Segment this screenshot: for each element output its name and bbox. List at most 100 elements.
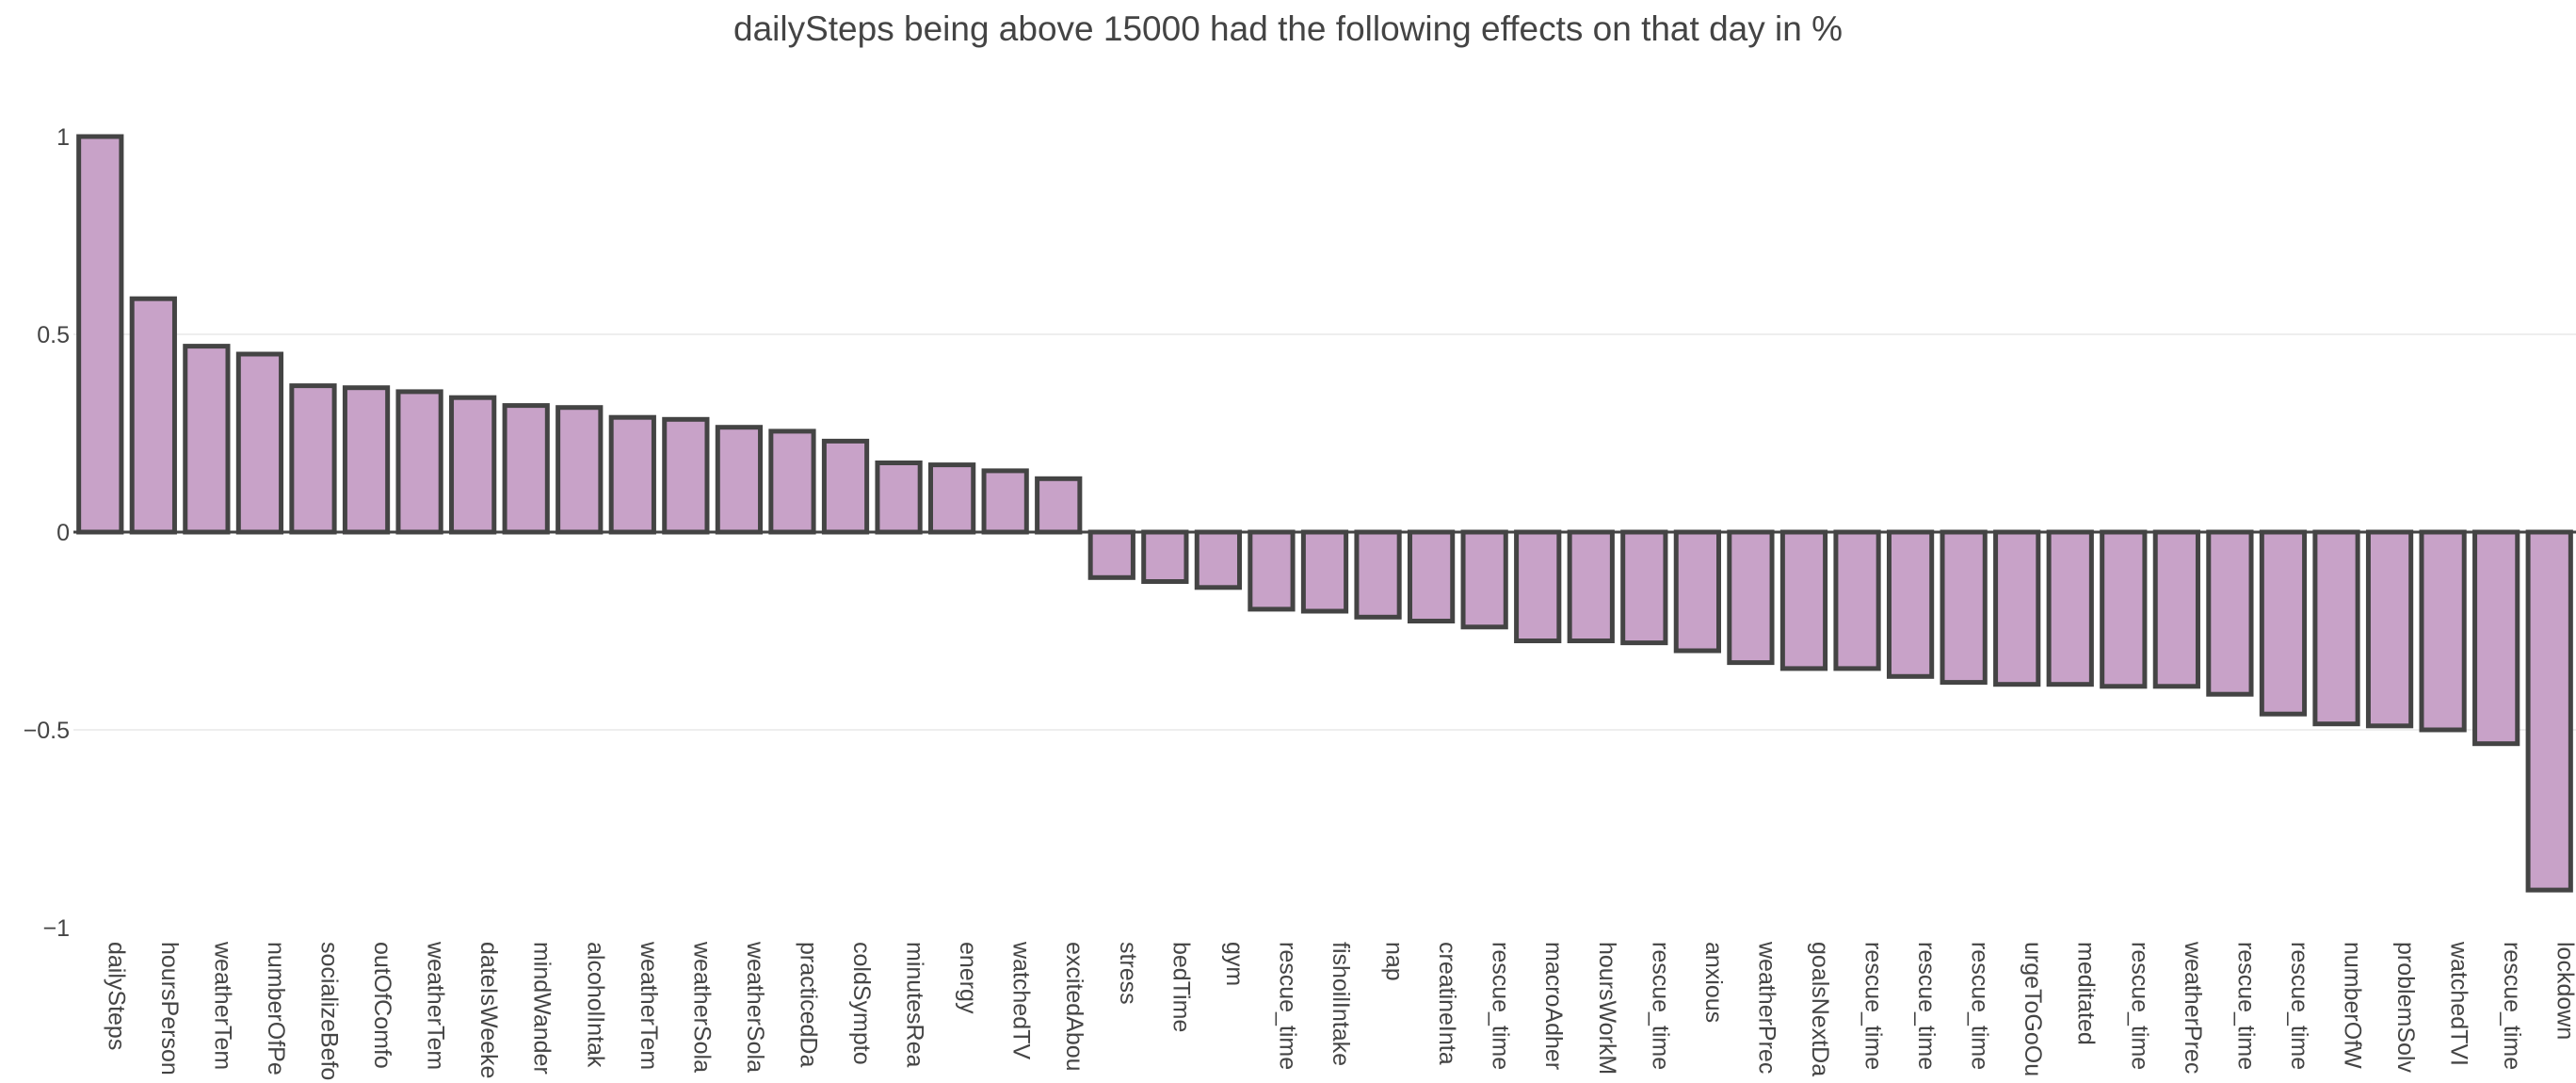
x-tick-label: weatherPrec [2180, 941, 2206, 1074]
x-tick-label: anxious [1700, 942, 1727, 1023]
x-tick-label: dailySteps [103, 942, 129, 1050]
x-tick-label: rescue_time [2126, 942, 2152, 1070]
x-tick-label: weatherTem [423, 941, 449, 1070]
x-tick-label: nap [1381, 942, 1408, 981]
bar-9[interactable] [555, 405, 604, 535]
bar-8[interactable] [502, 403, 550, 535]
bar-34[interactable] [1886, 529, 1935, 679]
bar-20[interactable] [1141, 529, 1189, 584]
x-tick-label: coldSympto [848, 942, 875, 1065]
y-tick-label: −0.5 [24, 718, 70, 744]
chart-title: dailySteps being above 15000 had the fol… [733, 9, 1843, 48]
bar-23[interactable] [1300, 529, 1349, 614]
x-tick-label: rescue_time [2286, 942, 2312, 1070]
bar-35[interactable] [1940, 529, 1988, 686]
bar-0[interactable] [76, 134, 124, 535]
x-tick-label: practicedDa [795, 942, 821, 1067]
bar-1[interactable] [129, 296, 177, 535]
bar-18[interactable] [1035, 476, 1083, 535]
bar-43[interactable] [2365, 529, 2414, 729]
bar-42[interactable] [2312, 529, 2360, 727]
bar-27[interactable] [1514, 529, 1562, 643]
x-tick-label: lockdown [2552, 942, 2576, 1040]
bar-14[interactable] [821, 438, 870, 535]
x-tick-label: watchedTV [1008, 941, 1035, 1059]
bar-41[interactable] [2259, 529, 2308, 717]
x-tick-label: outOfComfo [369, 942, 395, 1069]
y-tick-label: 1 [56, 124, 70, 151]
x-tick-label: creatineInta [1434, 942, 1460, 1065]
bar-33[interactable] [1833, 529, 1881, 671]
bar-26[interactable] [1460, 529, 1508, 630]
bar-39[interactable] [2152, 529, 2200, 689]
x-tick-label: rescue_time [1274, 942, 1300, 1070]
bar-24[interactable] [1354, 529, 1402, 620]
bar-38[interactable] [2100, 529, 2148, 689]
bar-7[interactable] [449, 395, 497, 535]
x-tick-label: minutesRea [902, 942, 928, 1067]
x-tick-label: dateIsWeeke [475, 942, 502, 1078]
bar-12[interactable] [715, 425, 764, 535]
bar-2[interactable] [183, 344, 231, 535]
bar-32[interactable] [1779, 529, 1828, 671]
bar-15[interactable] [875, 461, 923, 535]
bar-29[interactable] [1620, 529, 1668, 646]
y-tick-label: −1 [42, 915, 70, 942]
x-tick-label: meditated [2073, 942, 2100, 1045]
x-tick-label: urgeToGoOu [2020, 942, 2046, 1076]
bar-22[interactable] [1248, 529, 1296, 612]
bar-6[interactable] [395, 389, 443, 535]
bar-44[interactable] [2419, 529, 2467, 733]
bar-17[interactable] [981, 468, 1029, 535]
bar-3[interactable] [235, 351, 284, 535]
x-tick-label: goalsNextDa [1807, 942, 1833, 1076]
x-tick-label: problemSolv [2392, 942, 2419, 1073]
bars [76, 134, 2573, 893]
bar-46[interactable] [2525, 529, 2573, 893]
bar-31[interactable] [1727, 529, 1775, 666]
x-tick-label: fishoilIntake [1328, 942, 1354, 1066]
bar-30[interactable] [1673, 529, 1721, 654]
x-tick-label: rescue_time [1967, 942, 1993, 1070]
bar-10[interactable] [608, 414, 656, 535]
bar-45[interactable] [2472, 529, 2520, 747]
bar-37[interactable] [2046, 529, 2094, 687]
x-tick-label: rescue_time [1913, 942, 1940, 1070]
x-tick-label: weatherTem [636, 941, 662, 1070]
x-tick-label: watchedTVI [2446, 941, 2472, 1066]
bar-28[interactable] [1567, 529, 1615, 643]
x-tick-label: rescue_time [1647, 942, 1673, 1070]
x-tick-label: energy [955, 942, 981, 1014]
bar-36[interactable] [1993, 529, 2041, 687]
x-tick-label: weatherPrec [1753, 941, 1779, 1074]
bar-40[interactable] [2206, 529, 2254, 697]
bar-4[interactable] [289, 383, 337, 535]
x-tick-label: numberOfW [2340, 942, 2366, 1069]
bar-11[interactable] [662, 416, 710, 535]
bar-5[interactable] [342, 385, 391, 535]
bar-19[interactable] [1087, 529, 1135, 580]
bar-21[interactable] [1194, 529, 1243, 590]
x-tick-label: weatherSola [742, 941, 768, 1073]
x-tick-label: weatherSola [688, 941, 715, 1073]
x-tick-label: hoursPerson [156, 942, 183, 1075]
x-tick-label: numberOfPe [263, 942, 289, 1075]
x-tick-label: rescue_time [1488, 942, 1514, 1070]
x-tick-label: excitedAbou [1061, 942, 1087, 1072]
bar-16[interactable] [928, 462, 976, 535]
x-tick-label: socializeBefo [315, 942, 342, 1080]
y-tick-label: 0 [56, 520, 70, 546]
x-tick-label: hoursWorkM [1594, 942, 1620, 1075]
x-tick-label: rescue_time [2499, 942, 2525, 1070]
bar-25[interactable] [1407, 529, 1456, 623]
x-tick-label: mindWander [529, 942, 555, 1075]
bar-13[interactable] [768, 428, 816, 535]
x-tick-label: stress [1115, 942, 1141, 1005]
gridlines [73, 333, 2576, 731]
x-tick-label: rescue_time [1860, 942, 1887, 1070]
x-tick-label: weatherTem [209, 941, 235, 1070]
x-tick-label: rescue_time [2232, 942, 2259, 1070]
x-axis: dailySteps hoursPerson weatherTem numberOfP… [103, 941, 2576, 1080]
x-tick-label: alcoholIntak [582, 942, 608, 1068]
